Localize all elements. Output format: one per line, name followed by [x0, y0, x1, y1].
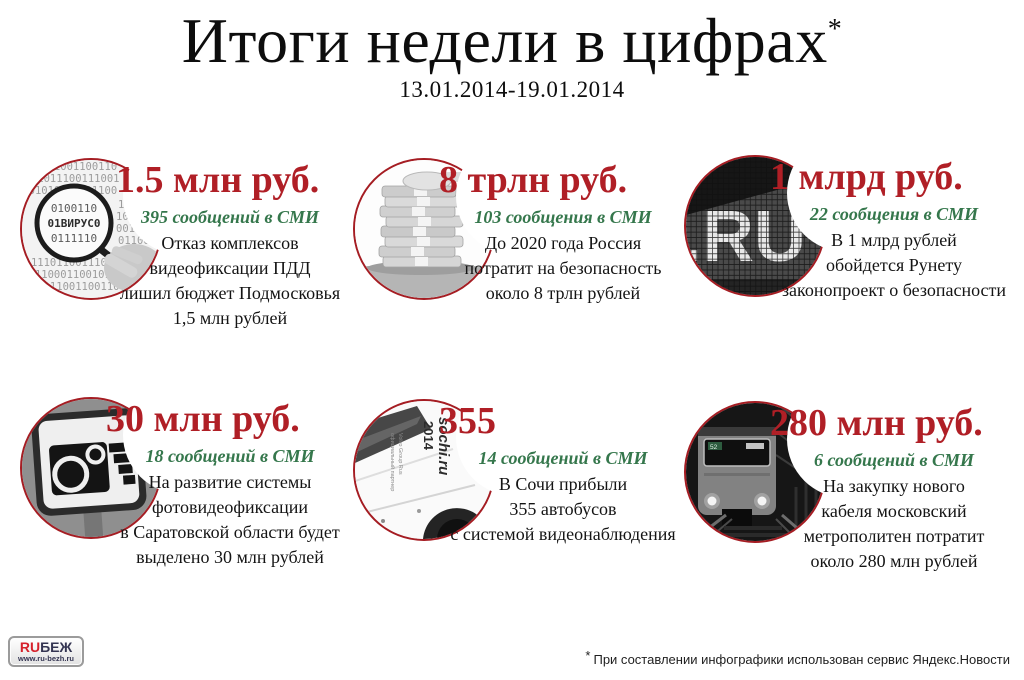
media-mentions: 18 сообщений в СМИ: [145, 446, 315, 466]
white-bite: [456, 378, 574, 496]
white-bite: [123, 137, 241, 255]
footnote-text: При составлении инфографики использован …: [593, 652, 1010, 667]
svg-text:0110111001100110: 0110111001100110: [22, 161, 117, 173]
logo-text-ru: RU: [19, 639, 41, 655]
metro-train-illustration: 52: [686, 403, 824, 541]
svg-text:0111100011001011: 0111100011001011: [22, 269, 117, 281]
stat-tile-runet-law: .RU 1 млрд руб. 22 сообщения в СМИ В 1 м…: [684, 134, 1018, 382]
stat-tile-photofixation: 30 млн руб. 18 сообщений в СМИ На развит…: [20, 376, 354, 624]
stat-description: Отказ комплексов видеофиксации ПДД лишил…: [119, 233, 341, 328]
stat-description: До 2020 года Россия потратит на безопасн…: [464, 233, 662, 303]
logo-text: RUБЕЖ: [10, 640, 82, 654]
white-bite: [456, 137, 574, 255]
rubezh-logo[interactable]: RUБЕЖ www.ru-bezh.ru: [8, 636, 84, 667]
stat-value: 8 трлн руб.: [439, 159, 628, 201]
page-title-text: Итоги недели в цифрах: [181, 5, 828, 76]
stat-tile-metro-cable: 52 280 млн руб. 6 сообщений в СМИ На зак…: [684, 380, 1018, 628]
stat-description: На развитие системы фотовидеофиксации в …: [120, 472, 340, 567]
media-mentions: 103 сообщения в СМИ: [474, 207, 652, 227]
media-mentions: 395 сообщений в СМИ: [140, 207, 320, 227]
svg-text:sochi.ru: sochi.ru: [435, 417, 452, 475]
stat-description: В Сочи прибыли 355 автобусов с системой …: [450, 474, 676, 544]
header: Итоги недели в цифрах* 13.01.2014-19.01.…: [0, 0, 1024, 103]
logo-url: www.ru-bezh.ru: [18, 654, 74, 663]
footnote-asterisk: *: [585, 648, 591, 663]
svg-text:0100110: 0100110: [51, 202, 97, 215]
svg-text:52: 52: [710, 444, 718, 451]
svg-text:официальный партнер: официальный партнер: [389, 433, 396, 491]
svg-text:01ВИРУС0: 01ВИРУС0: [48, 217, 101, 230]
stat-value: 1 млрд руб.: [770, 156, 963, 198]
logo-text-bezh: БЕЖ: [40, 639, 73, 655]
stat-description: В 1 млрд рублей обойдется Рунету законоп…: [781, 230, 1007, 300]
white-bite: [787, 380, 905, 498]
date-range: 13.01.2014-19.01.2014: [399, 77, 625, 103]
stat-value: 30 млн руб.: [106, 398, 300, 440]
title-asterisk: *: [827, 14, 843, 45]
stat-value: 1.5 млн руб.: [116, 159, 320, 201]
white-bite: [787, 134, 905, 252]
stat-description: На закупку нового кабеля московский метр…: [803, 476, 985, 571]
svg-text:10111101100111011: 10111101100111011: [22, 257, 119, 269]
page-title: Итоги недели в цифрах*: [0, 8, 1024, 73]
stat-value: 355: [439, 400, 496, 442]
media-mentions: 6 сообщений в СМИ: [813, 450, 975, 470]
metro-train-photo: 52: [684, 401, 826, 543]
stat-tile-security-budget: 8 трлн руб. 103 сообщения в СМИ До 2020 …: [353, 137, 687, 385]
media-mentions: 22 сообщения в СМИ: [809, 204, 979, 224]
footnote: * При составлении инфографики использован…: [585, 648, 1010, 667]
ru-domain-illustration: .RU: [686, 157, 824, 295]
svg-text:10101011100111001: 10101011100111001: [22, 173, 119, 185]
stat-value: 280 млн руб.: [770, 402, 983, 444]
white-bite: [123, 376, 241, 494]
stat-tile-sochi-buses: sochi.ru 2014 Volvo Group Rus официальны…: [353, 378, 687, 626]
stat-tile-videofixation: 0110111001100110 10101011100111001 01010…: [20, 137, 354, 385]
svg-text:0111110: 0111110: [51, 232, 97, 245]
media-mentions: 14 сообщений в СМИ: [478, 448, 648, 468]
svg-text:Volvo Group Rus: Volvo Group Rus: [397, 433, 403, 475]
svg-text:2014: 2014: [421, 421, 436, 451]
